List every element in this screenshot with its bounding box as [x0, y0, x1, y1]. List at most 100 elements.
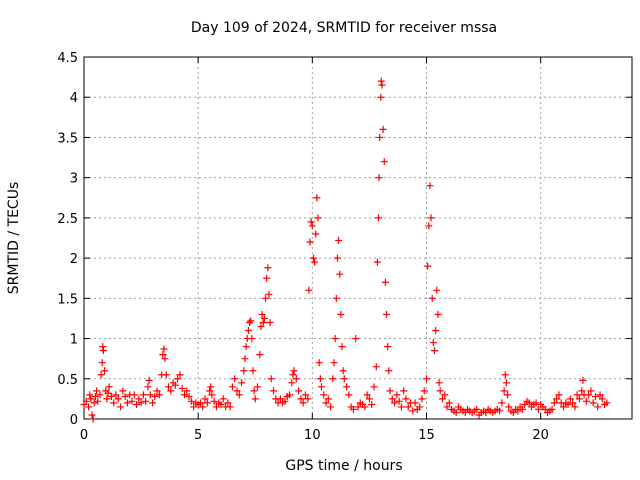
data-point [501, 371, 509, 379]
data-point [251, 395, 259, 403]
data-point [571, 403, 579, 411]
data-point [404, 403, 412, 411]
data-point [504, 391, 512, 399]
y-tick-label: 3 [70, 172, 78, 187]
chart-title: Day 109 of 2024, SRMTID for receiver mss… [191, 20, 497, 36]
data-point [426, 182, 434, 190]
data-point [375, 174, 383, 182]
data-point [110, 399, 118, 407]
grid-layer [84, 57, 632, 419]
data-point [219, 395, 227, 403]
plot-frame [83, 56, 633, 420]
data-point [402, 395, 410, 403]
data-point [203, 399, 211, 407]
data-point [196, 399, 204, 407]
data-point [238, 379, 246, 387]
data-point [231, 375, 239, 383]
y-tick-label: 4 [70, 91, 78, 106]
data-point [183, 387, 191, 395]
data-point [443, 403, 451, 411]
data-point [384, 343, 392, 351]
data-point [244, 327, 252, 335]
data-point [441, 391, 449, 399]
data-point [240, 367, 248, 375]
data-point [119, 387, 127, 395]
data-point [241, 355, 249, 363]
data-point [525, 399, 533, 407]
data-point [564, 401, 572, 409]
data-point [206, 387, 214, 395]
data-point [139, 391, 147, 399]
data-point [264, 264, 272, 272]
data-point [93, 387, 101, 395]
data-point [133, 401, 141, 409]
data-point [502, 379, 510, 387]
data-point [332, 294, 340, 302]
data-point [123, 399, 131, 407]
data-point [338, 343, 346, 351]
data-point [94, 397, 102, 405]
data-point [420, 387, 428, 395]
x-tick-label: 0 [80, 428, 88, 443]
data-point [498, 399, 506, 407]
data-point [327, 403, 335, 411]
data-point [596, 391, 604, 399]
data-point [372, 363, 380, 371]
data-point [258, 310, 266, 318]
data-point [416, 403, 424, 411]
data-point [603, 399, 611, 407]
data-point [142, 397, 150, 405]
data-point [292, 375, 300, 383]
data-point [88, 411, 96, 419]
x-tick-label: 5 [194, 428, 202, 443]
data-point [299, 399, 307, 407]
data-point [174, 375, 182, 383]
data-point [306, 238, 314, 246]
data-point [313, 194, 321, 202]
data-point [340, 375, 348, 383]
data-point [160, 345, 168, 353]
data-point [335, 236, 343, 244]
data-point [107, 392, 115, 400]
data-point [589, 399, 597, 407]
data-point [312, 230, 320, 238]
data-point [259, 318, 267, 326]
data-point [370, 383, 378, 391]
data-point [270, 387, 278, 395]
data-point [585, 391, 593, 399]
data-point [301, 391, 309, 399]
data-point [377, 93, 385, 101]
data-point [233, 387, 241, 395]
x-tick-label: 20 [532, 428, 549, 443]
data-point [101, 367, 109, 375]
data-point [316, 375, 324, 383]
data-point [267, 375, 275, 383]
data-point [112, 391, 120, 399]
data-point [114, 395, 122, 403]
data-point [151, 392, 159, 400]
data-point [336, 270, 344, 278]
data-point [146, 391, 154, 399]
data-point [566, 395, 574, 403]
data-point [386, 387, 394, 395]
data-point [518, 405, 526, 413]
data-point [424, 262, 432, 270]
data-point [97, 371, 105, 379]
y-tick-label: 2.5 [57, 212, 78, 227]
data-point [434, 310, 442, 318]
data-point [199, 403, 207, 411]
data-point [553, 395, 561, 403]
data-point [385, 367, 393, 375]
data-point [104, 389, 112, 397]
data-point [333, 254, 341, 262]
data-point [149, 399, 156, 407]
data-point [250, 387, 258, 395]
data-point [228, 383, 236, 391]
data-point [212, 403, 220, 411]
data-point [343, 383, 351, 391]
data-point [363, 391, 371, 399]
data-point [254, 383, 262, 391]
data-point [128, 397, 136, 405]
data-point [256, 351, 264, 359]
